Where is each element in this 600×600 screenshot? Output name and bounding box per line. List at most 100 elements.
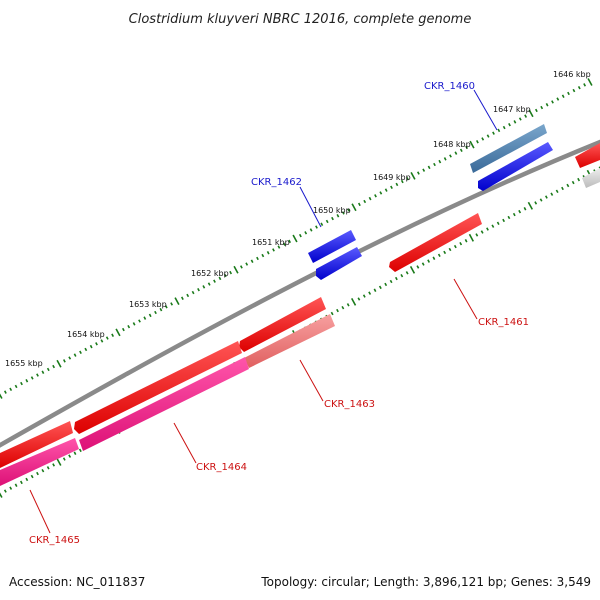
scale-tick [363,199,367,204]
gene-label-CKR_1460[interactable]: CKR_1460 [424,81,475,92]
gene-partial-right[interactable] [575,143,600,188]
scale-tick [433,162,436,167]
scale-tick [486,134,490,138]
gene-CKR_1463[interactable] [239,297,335,368]
scale-tick [186,293,190,298]
scale-tick [36,471,39,476]
scale-tick [341,306,345,310]
scale-tick [357,202,361,207]
scale-tick [486,227,489,231]
scale-tick [497,128,501,133]
scale-tick [3,390,7,394]
scale-tick [556,97,560,101]
scale-tick [46,466,50,470]
scale-tick [41,370,45,374]
scale-tick [443,157,447,161]
scale-tick [62,457,66,461]
scale-tick [421,262,425,266]
scale-tick [202,285,206,289]
scale-tick [566,183,570,188]
scale-tick [390,185,393,189]
scale-tick [465,145,469,150]
scale-tick [233,265,239,274]
scale-tick [527,201,534,210]
scale-tick [475,140,479,144]
scale-tick [127,325,131,329]
scale-tick [266,251,270,255]
scale-tick [0,393,3,399]
scale-tick [277,245,281,249]
scale-tick [357,297,361,301]
scale-tick [416,171,420,175]
kbp-label: 1646 kbp [553,70,591,79]
scale-tick [464,239,468,243]
genome-summary-text: Topology: circular; Length: 3,896,121 bp… [260,575,591,589]
scale-tick [583,83,587,87]
scale-tick [138,319,141,323]
scale-tick [41,469,45,473]
scale-tick [331,216,334,221]
kbp-labels: 1646 kbp 1647 kbp 1648 kbp 1649 kbp 1650… [5,70,591,368]
scale-tick [52,364,56,369]
gene-label-CKR_1464[interactable]: CKR_1464 [196,462,247,473]
scale-tick [105,336,109,340]
scale-tick [239,265,243,269]
scale-tick [567,91,570,96]
scale-tick [174,297,180,305]
scale-tick [261,253,265,258]
gene-label-CKR_1465[interactable]: CKR_1465 [29,535,80,546]
gene-label-CKR_1462[interactable]: CKR_1462 [251,177,302,188]
scale-tick [346,303,350,307]
scale-tick [459,242,463,246]
scale-tick [384,282,388,287]
scale-tick [454,151,458,155]
kbp-label: 1649 kbp [373,173,411,182]
scale-tick [30,474,34,479]
scale-tick [561,186,564,191]
scale-tick [351,203,357,212]
kbp-label: 1650 kbp [313,206,351,215]
gene-CKR_1461[interactable] [389,213,482,272]
scale-tick [422,168,426,172]
scale-tick [443,250,447,255]
scale-tick [561,94,565,98]
gene-CKR_1464[interactable] [74,341,249,451]
scale-tick [46,367,50,372]
scale-tick [159,307,163,312]
scale-tick [288,239,292,244]
scale-tick [218,276,222,281]
scale-tick [68,356,72,360]
scale-tick [524,114,528,118]
scale-tick [78,448,82,453]
kbp-label: 1654 kbp [67,330,105,339]
scale-tick [384,188,388,192]
gene-label-CKR_1463[interactable]: CKR_1463 [324,399,375,410]
kbp-label: 1651 kbp [252,238,290,247]
scale-tick [555,189,559,193]
scale-tick [544,195,548,199]
scale-tick [330,311,334,316]
scale-tick [409,266,416,274]
scale-tick [437,253,441,257]
scale-tick [309,228,313,232]
scale-tick [36,373,39,377]
scale-tick [432,256,436,260]
scale-tick [304,231,308,235]
scale-tick [368,291,372,295]
scale-tick [62,359,66,363]
scale-tick [79,350,82,354]
scale-tick [389,279,393,284]
scale-tick [453,244,457,249]
scale-tick [518,209,522,214]
accession-text: Accession: NC_011837 [9,575,145,589]
scale-tick [523,207,527,211]
scale-tick [73,451,77,455]
scale-tick [213,279,216,283]
gene-CKR_1462[interactable] [308,230,362,280]
gene-CKR_1465[interactable] [0,421,79,486]
scale-tick [256,256,259,261]
gene-label-CKR_1461[interactable]: CKR_1461 [478,317,529,328]
scale-tick [502,218,506,223]
gene-CKR_1460[interactable] [470,124,553,191]
scale-tick [492,131,495,135]
